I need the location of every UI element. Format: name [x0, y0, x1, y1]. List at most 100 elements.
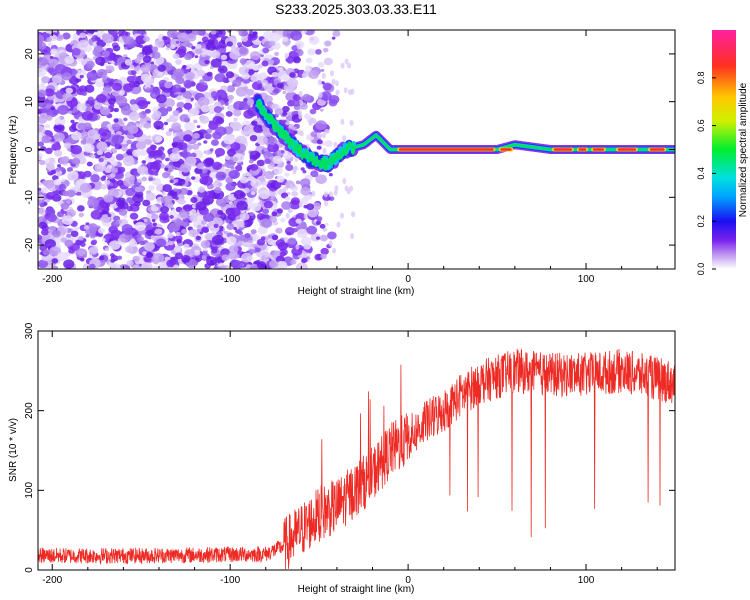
spectrogram-xlabel: Height of straight line (km): [298, 286, 415, 297]
spectrogram-cell: [219, 262, 224, 267]
spectrogram-cell: [128, 64, 135, 70]
spectrogram-cell: [210, 30, 217, 35]
spectrogram-cell: [154, 135, 163, 142]
spectrogram-cell: [121, 146, 128, 152]
spectrogram-cell: [112, 82, 123, 92]
spectrogram-cell: [132, 149, 142, 157]
spectrogram-cell: [203, 82, 207, 86]
spectrogram-cell: [179, 212, 188, 219]
spectrogram-cell: [322, 227, 328, 232]
spectrogram-cell: [218, 227, 224, 232]
spectrogram-cell: [320, 253, 327, 260]
spectrogram-cell: [54, 149, 63, 157]
spectrogram-cell: [213, 180, 223, 189]
spectrogram-cell: [203, 247, 208, 252]
spectrogram-cell: [250, 75, 257, 82]
spectrogram-cell: [295, 243, 300, 250]
spectrogram-cell: [126, 75, 136, 83]
spectrogram-cell: [290, 259, 297, 265]
spectrogram-cell: [287, 237, 297, 245]
spectrogram-cell: [78, 212, 84, 218]
spectrogram-cell: [309, 108, 317, 115]
spectrogram-cell: [70, 119, 75, 124]
spectrogram-cell: [291, 191, 299, 197]
spectrogram-cell: [141, 160, 147, 164]
spectrogram-cell: [53, 178, 62, 186]
spectrogram-cell: [240, 252, 253, 263]
spectrogram-cell: [181, 228, 188, 234]
spectrogram-cell: [45, 147, 53, 155]
spectrogram-cell: [282, 150, 293, 159]
spectrogram-cell: [306, 225, 318, 235]
spectrogram-cell: [275, 239, 286, 248]
spectrogram-cell: [164, 195, 173, 203]
figure-title: S233.2025.303.03.33.E11: [275, 1, 437, 17]
x-tick-label: -100: [220, 274, 240, 285]
spectrogram-cell: [268, 171, 273, 176]
spectrogram-cell: [310, 170, 319, 178]
spectrogram-cell: [170, 44, 176, 50]
spectrogram-cell: [129, 99, 137, 106]
spectrogram-cell: [44, 88, 55, 97]
spectrogram-cell: [100, 184, 108, 190]
spectrogram-cell: [136, 165, 149, 175]
spectrogram-cell: [284, 52, 289, 59]
spectrogram-cell: [284, 172, 290, 177]
spectrogram-cell: [276, 208, 283, 214]
spectrogram-cell: [168, 240, 174, 246]
spectrogram-cell: [197, 96, 210, 107]
spectrogram-cell: [206, 255, 212, 260]
spectrogram-cell: [322, 132, 327, 139]
colorbar-gradient: [712, 30, 736, 269]
spectrogram-cell: [51, 230, 61, 238]
spectrogram-cell: [284, 227, 295, 236]
spectrogram-cell: [263, 148, 268, 152]
spectrogram-cell: [175, 196, 179, 200]
colorbar-tick-label: 0.6: [696, 119, 706, 132]
spectrogram-cell: [179, 114, 189, 122]
spectrogram-cell: [295, 262, 308, 269]
spectrogram-cell: [128, 71, 132, 76]
spectrogram-cell: [40, 187, 48, 194]
spectrogram-cell: [344, 58, 349, 65]
spectrogram-cell: [262, 47, 270, 54]
spectrogram-cell: [108, 30, 118, 36]
spectrogram-cell: [49, 55, 54, 60]
spectrogram-cell: [240, 36, 249, 42]
spectrogram-cell: [161, 192, 166, 196]
spectrogram-cell: [51, 143, 62, 152]
spectrogram-cell: [199, 79, 205, 84]
spectrogram-cell: [71, 131, 82, 141]
spectrogram-cell: [322, 47, 329, 53]
spectrogram-cell: [299, 99, 304, 106]
spectrogram-cell: [213, 106, 223, 113]
spectrogram-cell: [133, 66, 140, 72]
spectrogram-cell: [249, 150, 261, 160]
spectrogram-cell: [230, 175, 235, 179]
spectrogram-cell: [264, 158, 271, 164]
spectrogram-cell: [213, 223, 219, 229]
spectrogram-cell: [226, 41, 233, 47]
spectrogram-cell: [114, 220, 120, 225]
spectrogram-cell: [292, 227, 298, 233]
spectrogram-cell: [154, 228, 163, 235]
spectrogram-cell: [328, 99, 338, 107]
y-tick-label: 0: [24, 567, 35, 573]
spectrogram-cell: [212, 234, 224, 245]
spectrogram-cell: [206, 71, 213, 77]
spectrogram-cell: [171, 122, 182, 131]
spectrogram-cell: [195, 48, 203, 55]
spectrogram-cell: [335, 89, 340, 96]
spectrogram-cell: [213, 187, 222, 194]
spectrogram-cell: [77, 249, 86, 257]
spectrogram-cell: [62, 32, 71, 40]
spectrogram-cell: [144, 241, 155, 252]
spectrogram-cell: [66, 199, 72, 205]
spectrogram-cell: [165, 131, 172, 137]
spectrogram-cell: [156, 94, 167, 104]
spectrogram-cell: [166, 106, 173, 112]
spectrogram-cell: [243, 219, 253, 228]
spectrogram-cell: [322, 82, 333, 91]
spectrogram-cell: [71, 48, 81, 56]
spectrogram-cell: [249, 211, 255, 217]
